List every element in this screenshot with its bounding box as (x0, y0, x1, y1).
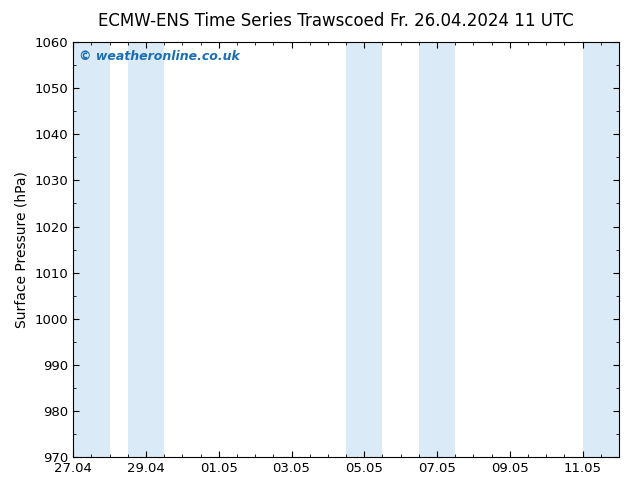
Text: Fr. 26.04.2024 11 UTC: Fr. 26.04.2024 11 UTC (390, 12, 574, 30)
Bar (346, 42, 382, 457)
Bar (127, 42, 164, 457)
Text: ECMW-ENS Time Series Trawscoed: ECMW-ENS Time Series Trawscoed (98, 12, 384, 30)
Bar (583, 42, 619, 457)
Bar (419, 42, 455, 457)
Y-axis label: Surface Pressure (hPa): Surface Pressure (hPa) (15, 171, 29, 328)
Text: © weatheronline.co.uk: © weatheronline.co.uk (79, 50, 240, 63)
Bar (73, 42, 110, 457)
